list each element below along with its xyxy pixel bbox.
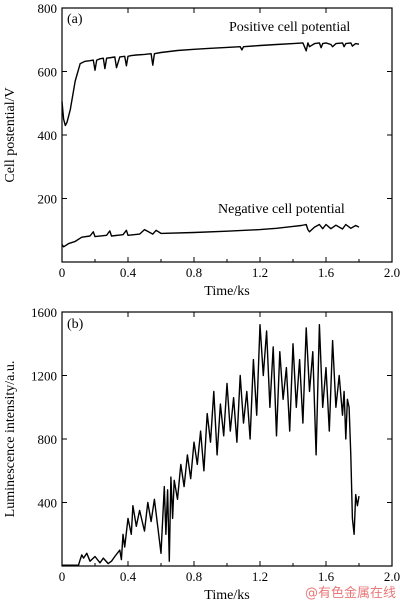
series-lines-a: [61, 42, 360, 248]
x-tick-label: 1.6: [318, 265, 335, 280]
x-tick-label: 2.0: [384, 569, 400, 584]
watermark: @有色金属在线: [305, 585, 396, 601]
chart-panel-b: 0 0.4 0.8 1.2 1.6 2.0 400 800 1200 1600 (b) Time/…: [3, 305, 400, 602]
plot-frame-b: [61, 311, 393, 567]
x-tick-label: 0: [59, 265, 66, 280]
series-lines-b: [62, 324, 360, 566]
y-tick-label: 1200: [31, 369, 57, 384]
y-tick-label: 600: [38, 65, 58, 80]
x-tick-label: 0.8: [186, 569, 202, 584]
series-line-b-0: [62, 324, 360, 566]
y-tick-label: 800: [38, 432, 58, 447]
panel-label-b: (b): [67, 317, 84, 332]
x-axis-label-b: Time/ks: [204, 588, 249, 602]
ticks-b: 0 0.4 0.8 1.2 1.6 2.0 400 800 1200 1600: [31, 305, 400, 584]
y-tick-label: 1600: [31, 305, 57, 320]
x-tick-label: 0.4: [120, 569, 137, 584]
series-line-a-0: [61, 42, 360, 127]
series-label-positive: Positive cell potential: [229, 20, 350, 35]
x-tick-label: 2.0: [384, 265, 400, 280]
y-tick-label: 800: [38, 1, 58, 16]
y-axis-label-b: Luminescence intensity/a.u.: [3, 361, 18, 518]
x-tick-label: 1.2: [252, 569, 268, 584]
y-tick-label: 200: [38, 192, 58, 207]
panel-label-a: (a): [67, 12, 83, 27]
x-tick-label: 0.8: [186, 265, 202, 280]
chart-panel-a: 0 0.4 0.8 1.2 1.6 2.0 200 400 600 800 (a) Positiv…: [3, 1, 400, 299]
series-label-negative: Negative cell potential: [218, 202, 345, 217]
x-tick-label: 0.4: [120, 265, 137, 280]
series-line-a-1: [61, 223, 360, 248]
x-tick-label: 0: [59, 569, 66, 584]
ticks-a: 0 0.4 0.8 1.2 1.6 2.0 200 400 600 800: [38, 1, 400, 280]
plot-frame-a: [61, 7, 393, 263]
y-tick-label: 400: [38, 496, 58, 511]
y-axis-label-a: Cell postential/V: [3, 87, 18, 182]
x-tick-label: 1.2: [252, 265, 268, 280]
x-tick-label: 1.6: [318, 569, 335, 584]
y-tick-label: 400: [38, 128, 58, 143]
x-axis-label-a: Time/ks: [204, 284, 249, 299]
